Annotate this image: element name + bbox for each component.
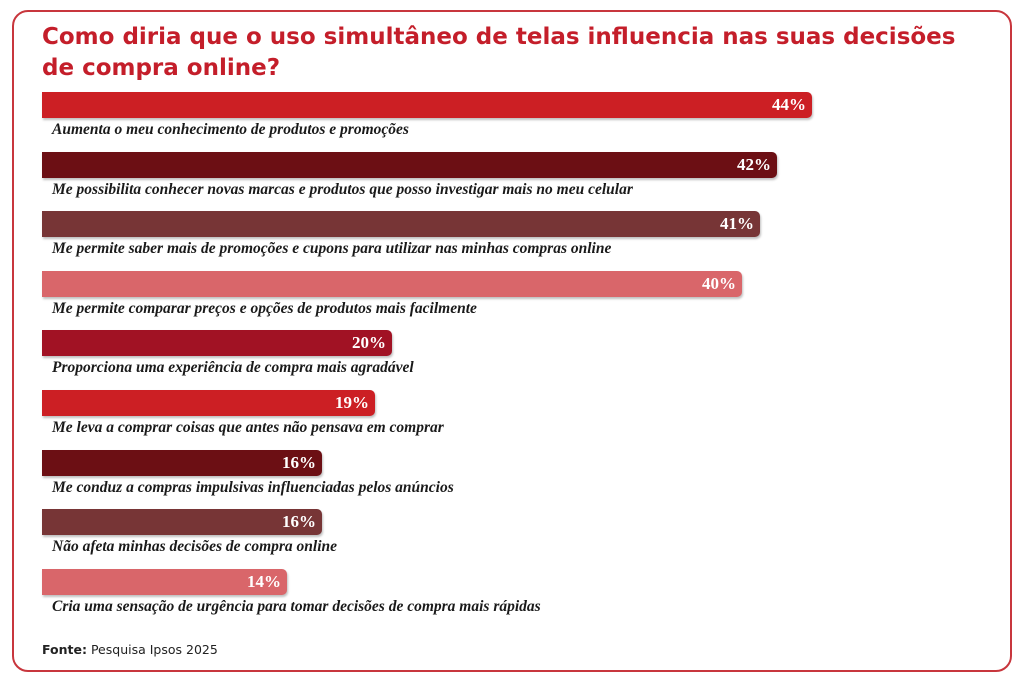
- bar: 41%: [42, 211, 760, 237]
- category-label: Não afeta minhas decisões de compra onli…: [52, 538, 338, 555]
- category-label: Me permite saber mais de promoções e cup…: [52, 240, 612, 257]
- bar-value-label: 41%: [720, 214, 754, 233]
- bar: 16%: [42, 509, 322, 535]
- bar: 42%: [42, 152, 777, 178]
- category-label: Proporciona uma experiência de compra ma…: [52, 359, 414, 376]
- bar-value-label: 44%: [772, 95, 806, 114]
- bar: 44%: [42, 92, 812, 118]
- bar-value-label: 40%: [702, 274, 736, 293]
- bar: 19%: [42, 390, 375, 416]
- source-note: Fonte: Pesquisa Ipsos 2025: [42, 642, 218, 657]
- bar: 20%: [42, 330, 392, 356]
- category-label: Me leva a comprar coisas que antes não p…: [52, 419, 444, 436]
- category-label: Me permite comparar preços e opções de p…: [52, 300, 477, 317]
- bar: 16%: [42, 450, 322, 476]
- bar-value-label: 42%: [737, 155, 771, 174]
- category-label: Cria uma sensação de urgência para tomar…: [52, 598, 541, 615]
- bar-value-label: 14%: [247, 572, 281, 591]
- bar-value-label: 16%: [282, 512, 316, 531]
- bar-value-label: 16%: [282, 453, 316, 472]
- bar: 40%: [42, 271, 742, 297]
- category-label: Me possibilita conhecer novas marcas e p…: [52, 181, 633, 198]
- category-label: Me conduz a compras impulsivas influenci…: [52, 479, 454, 496]
- category-label: Aumenta o meu conhecimento de produtos e…: [52, 121, 409, 138]
- bar-value-label: 20%: [352, 333, 386, 352]
- source-label: Fonte:: [42, 642, 87, 657]
- source-text: Pesquisa Ipsos 2025: [86, 642, 218, 657]
- bar-value-label: 19%: [335, 393, 369, 412]
- chart-title: Como diria que o uso simultâneo de telas…: [42, 24, 956, 81]
- bar: 14%: [42, 569, 287, 595]
